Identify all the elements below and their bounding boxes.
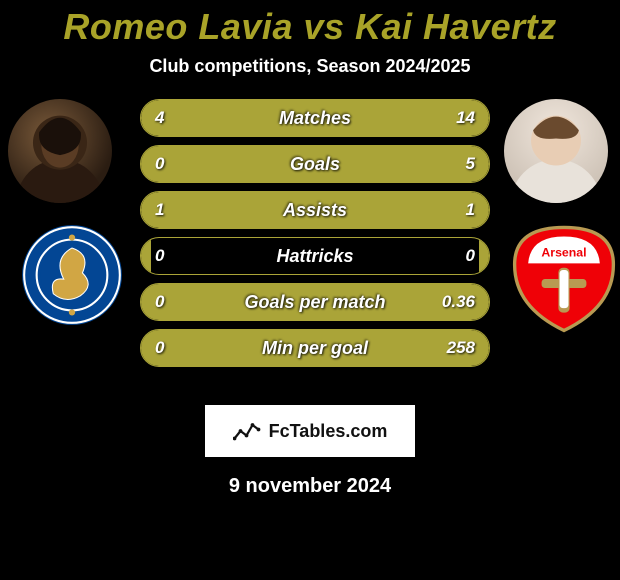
stat-label: Min per goal xyxy=(141,330,489,366)
stats-bars: 414Matches 05Goals 11Assists 00Hattricks 00.… xyxy=(140,99,490,375)
player-left-avatar xyxy=(8,99,112,203)
arsenal-badge-icon: Arsenal xyxy=(508,223,620,335)
player-right-club-badge: Arsenal xyxy=(508,223,620,335)
stat-row: 00Hattricks xyxy=(140,237,490,275)
comparison-card: Romeo Lavia vs Kai Havertz Club competit… xyxy=(0,0,620,580)
fctables-logo: FcTables.com xyxy=(205,405,415,457)
stat-label: Assists xyxy=(141,192,489,228)
player-right-avatar xyxy=(504,99,608,203)
stat-row: 00.36Goals per match xyxy=(140,283,490,321)
page-title: Romeo Lavia vs Kai Havertz xyxy=(0,6,620,48)
stat-label: Goals per match xyxy=(141,284,489,320)
stat-row: 05Goals xyxy=(140,145,490,183)
stat-label: Goals xyxy=(141,146,489,182)
svg-text:Arsenal: Arsenal xyxy=(541,246,586,260)
stat-row: 414Matches xyxy=(140,99,490,137)
logo-text: FcTables.com xyxy=(269,421,388,442)
date-text: 9 november 2024 xyxy=(0,475,620,498)
avatar-placeholder-icon xyxy=(8,99,112,203)
stat-row: 11Assists xyxy=(140,191,490,229)
chelsea-badge-icon xyxy=(20,223,124,327)
stat-label: Hattricks xyxy=(141,238,489,274)
avatar-placeholder-icon xyxy=(504,99,608,203)
stat-label: Matches xyxy=(141,100,489,136)
main-area: Arsenal 414Matches 05Goals 11Assists 00Hatt… xyxy=(0,99,620,399)
chart-icon xyxy=(233,419,263,443)
stat-row: 0258Min per goal xyxy=(140,329,490,367)
subtitle: Club competitions, Season 2024/2025 xyxy=(0,56,620,77)
player-left-club-badge xyxy=(20,223,124,327)
